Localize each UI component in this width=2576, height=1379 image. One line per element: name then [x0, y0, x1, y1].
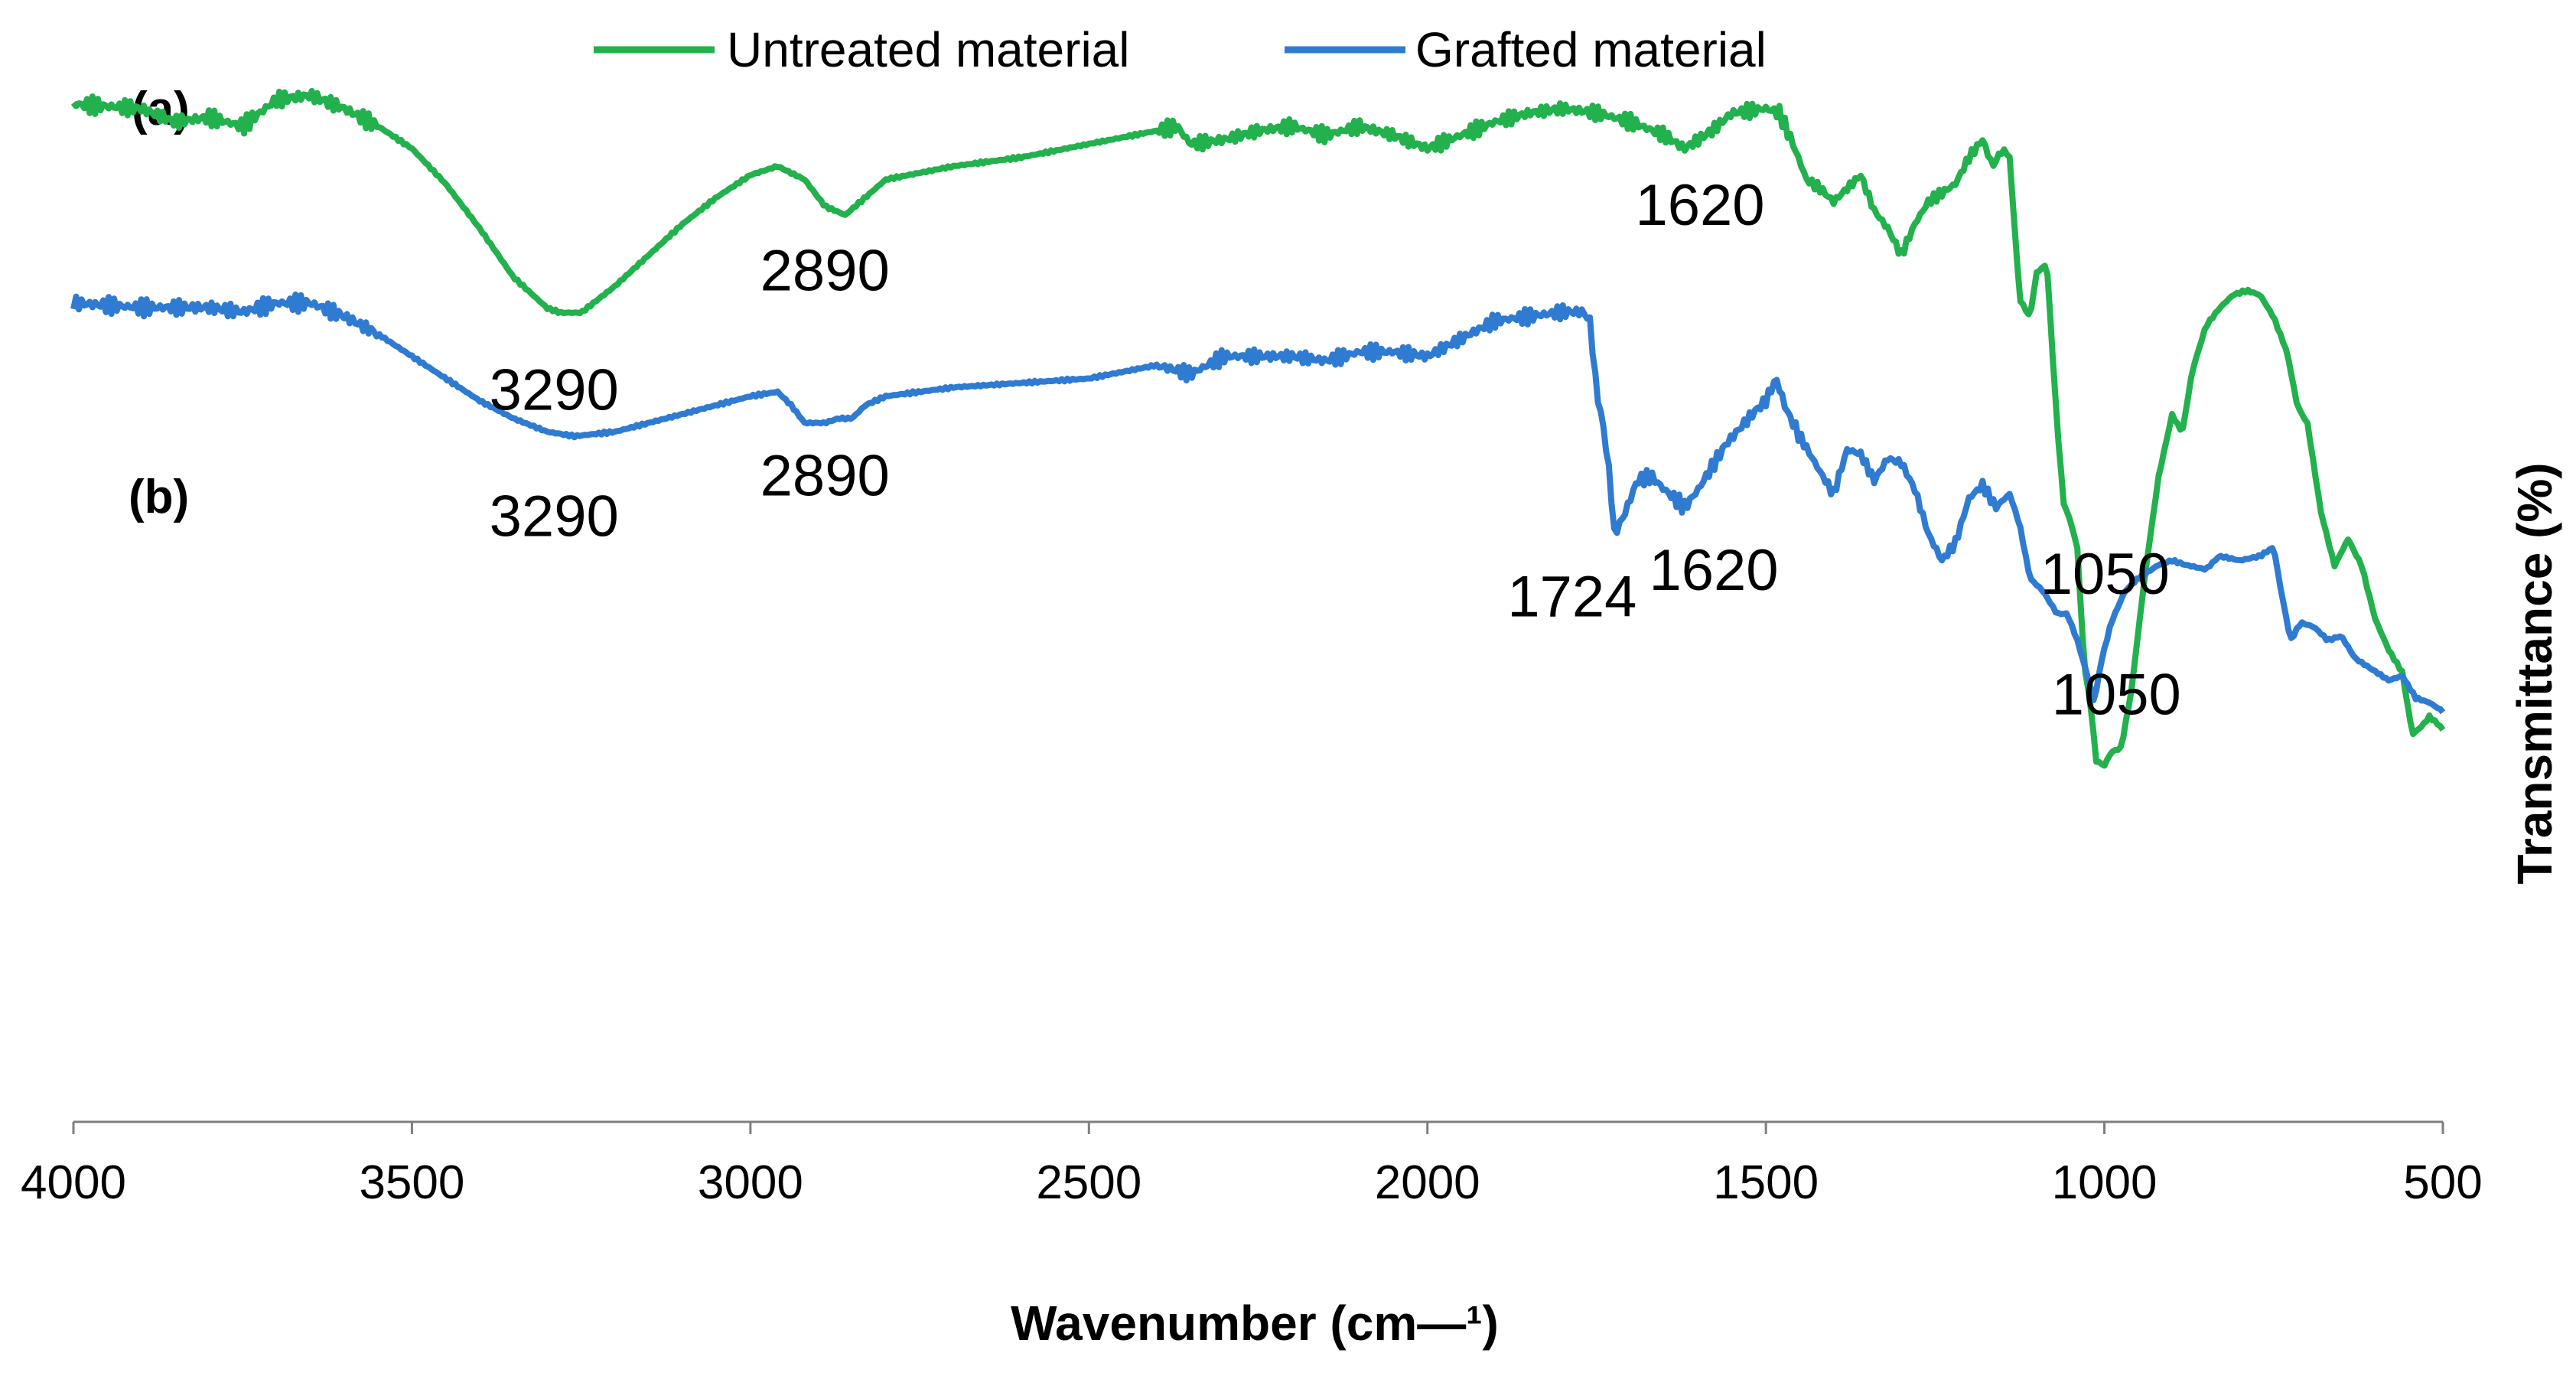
x-tick-label-3000: 3000	[698, 1156, 803, 1209]
x-tick-label-4000: 4000	[21, 1156, 126, 1209]
peak-labels: 3290 2890 1620 1050 3290 2890 1724 1620 …	[490, 173, 2181, 728]
peak-label-a-2890: 2890	[760, 238, 890, 303]
peak-label-a-1050: 1050	[2040, 542, 2170, 607]
x-tick-label-2500: 2500	[1036, 1156, 1141, 1209]
peak-label-b-1724: 1724	[1507, 565, 1636, 630]
x-tick-label-2000: 2000	[1375, 1156, 1480, 1209]
series-line-grafted	[70, 292, 2446, 715]
peak-label-b-3290: 3290	[490, 484, 619, 549]
series-line-untreated	[70, 87, 2446, 769]
peak-label-b-1050: 1050	[2052, 663, 2181, 728]
legend-label-grafted: Grafted material	[1415, 22, 1767, 77]
peak-label-a-1620: 1620	[1635, 173, 1764, 238]
x-tick-label-500: 500	[2403, 1156, 2482, 1209]
legend-label-untreated: Untreated material	[727, 22, 1129, 77]
y-axis-title: Transmittance (%)	[2507, 462, 2562, 884]
x-tick-label-1000: 1000	[2052, 1156, 2158, 1209]
x-axis-ticks: 4000 3500 3000 2500 2000 1500 1000 500	[21, 1122, 2483, 1209]
peak-label-b-2890: 2890	[760, 444, 890, 509]
legend: Untreated material Grafted material	[594, 22, 1767, 77]
x-axis-title: Wavenumber (cm—¹)	[1011, 1296, 1499, 1351]
peak-label-b-1620: 1620	[1649, 538, 1778, 603]
panel-label-b: (b)	[129, 471, 189, 523]
x-tick-label-3500: 3500	[359, 1156, 464, 1209]
peak-label-a-3290: 3290	[490, 358, 619, 423]
x-tick-label-1500: 1500	[1713, 1156, 1819, 1209]
